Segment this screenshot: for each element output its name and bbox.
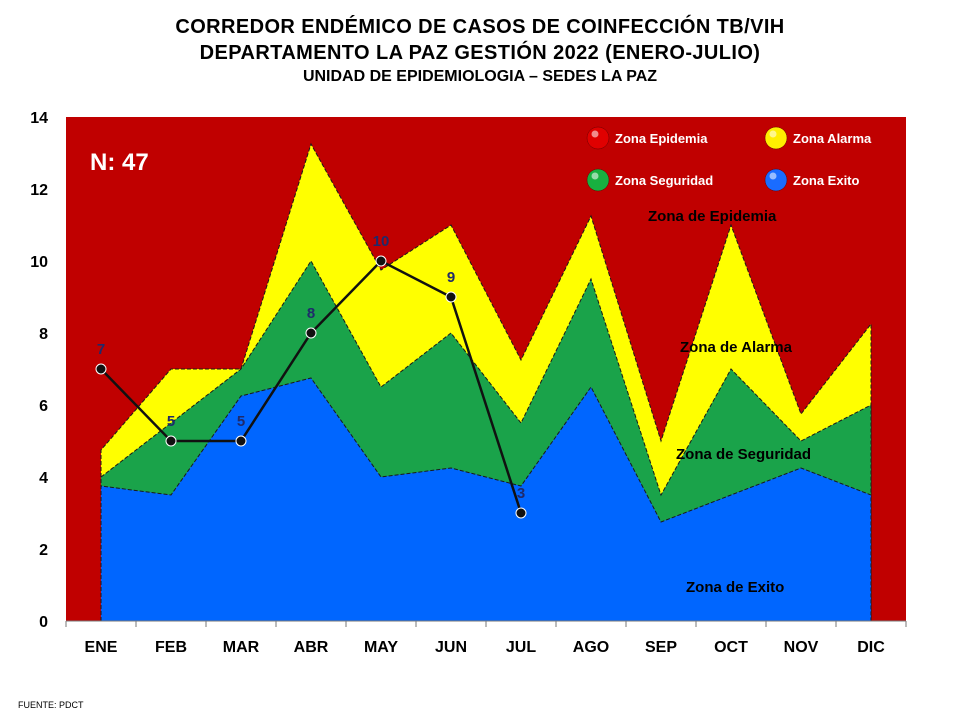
- chart-subtitle: UNIDAD DE EPIDEMIOLOGIA – SEDES LA PAZ: [302, 68, 658, 85]
- legend-marker-highlight: [591, 130, 599, 138]
- y-tick-label: 10: [30, 254, 48, 271]
- y-tick-label: 6: [39, 398, 48, 415]
- x-tick-label: SEP: [645, 639, 677, 656]
- case-data-label: 5: [167, 413, 175, 430]
- zone-label-exito: Zona de Exito: [686, 579, 784, 596]
- legend-marker-highlight: [769, 172, 777, 180]
- chart-title-line-2: DEPARTAMENTO LA PAZ GESTIÓN 2022 (ENERO-…: [199, 42, 761, 64]
- legend: Zona Epidemia Zona Alarma Zona Seguridad Zo…: [586, 126, 872, 192]
- case-data-label: 8: [307, 305, 315, 322]
- legend-marker: [586, 126, 610, 150]
- plot-area: [66, 117, 906, 622]
- y-tick-label: 14: [30, 110, 48, 127]
- case-data-label: 10: [373, 233, 390, 250]
- x-tick-label: MAR: [223, 639, 260, 656]
- x-tick-label: OCT: [714, 639, 748, 656]
- case-point: [95, 363, 107, 375]
- y-tick-label: 12: [30, 182, 48, 199]
- case-point: [165, 435, 177, 447]
- legend-marker-highlight: [591, 172, 599, 180]
- x-tick-label: FEB: [155, 639, 187, 656]
- x-tick-label: MAY: [364, 639, 398, 656]
- x-tick-label: ENE: [85, 639, 118, 656]
- case-point: [445, 291, 457, 303]
- y-tick-label: 0: [39, 614, 48, 631]
- x-tick-label: DIC: [857, 639, 885, 656]
- chart-title-block: CORREDOR ENDÉMICO DE CASOS DE COINFECCIÓ…: [0, 14, 960, 88]
- legend-marker: [586, 168, 610, 192]
- x-tick-label: JUL: [506, 639, 536, 656]
- source-footer: FUENTE: PDCT: [18, 700, 84, 710]
- legend-label: Zona Epidemia: [615, 131, 708, 146]
- y-tick-label: 2: [39, 542, 48, 559]
- zone-area-exito: [100, 377, 872, 622]
- x-tick-label: ABR: [294, 639, 329, 656]
- case-data-label: 9: [447, 269, 455, 286]
- y-tick-label: 8: [39, 326, 48, 343]
- case-point: [235, 435, 247, 447]
- x-tick-label: NOV: [784, 639, 819, 656]
- case-data-label: 5: [237, 413, 245, 430]
- x-tick-label: JUN: [435, 639, 467, 656]
- legend-marker: [764, 168, 788, 192]
- case-point: [375, 255, 387, 267]
- y-tick-label: 4: [39, 470, 48, 487]
- legend-marker: [764, 126, 788, 150]
- case-point: [515, 507, 527, 519]
- zone-label-epidemia: Zona de Epidemia: [648, 208, 777, 225]
- chart-title-line-1: CORREDOR ENDÉMICO DE CASOS DE COINFECCIÓ…: [175, 16, 785, 38]
- legend-label: Zona Alarma: [793, 131, 872, 146]
- legend-label: Zona Exito: [793, 173, 860, 188]
- case-data-label: 7: [97, 341, 105, 358]
- legend-marker-highlight: [769, 130, 777, 138]
- zone-label-seguridad: Zona de Seguridad: [676, 446, 811, 463]
- x-tick-label: AGO: [573, 639, 609, 656]
- n-total-label: N: 47: [90, 149, 149, 176]
- cases-series: 7 5 5 8 10 9 3: [95, 233, 527, 519]
- legend-label: Zona Seguridad: [615, 173, 713, 188]
- case-point: [305, 327, 317, 339]
- annotations: N: 47 Zona de Epidemia Zona de Alarma Zo…: [90, 149, 811, 596]
- axes: ENE FEB MAR ABR MAY JUN JUL AGO SEP OCT NOV DIC 0 2 4 6…: [30, 110, 907, 656]
- zone-label-alarma: Zona de Alarma: [680, 339, 793, 356]
- case-data-label: 3: [517, 485, 525, 502]
